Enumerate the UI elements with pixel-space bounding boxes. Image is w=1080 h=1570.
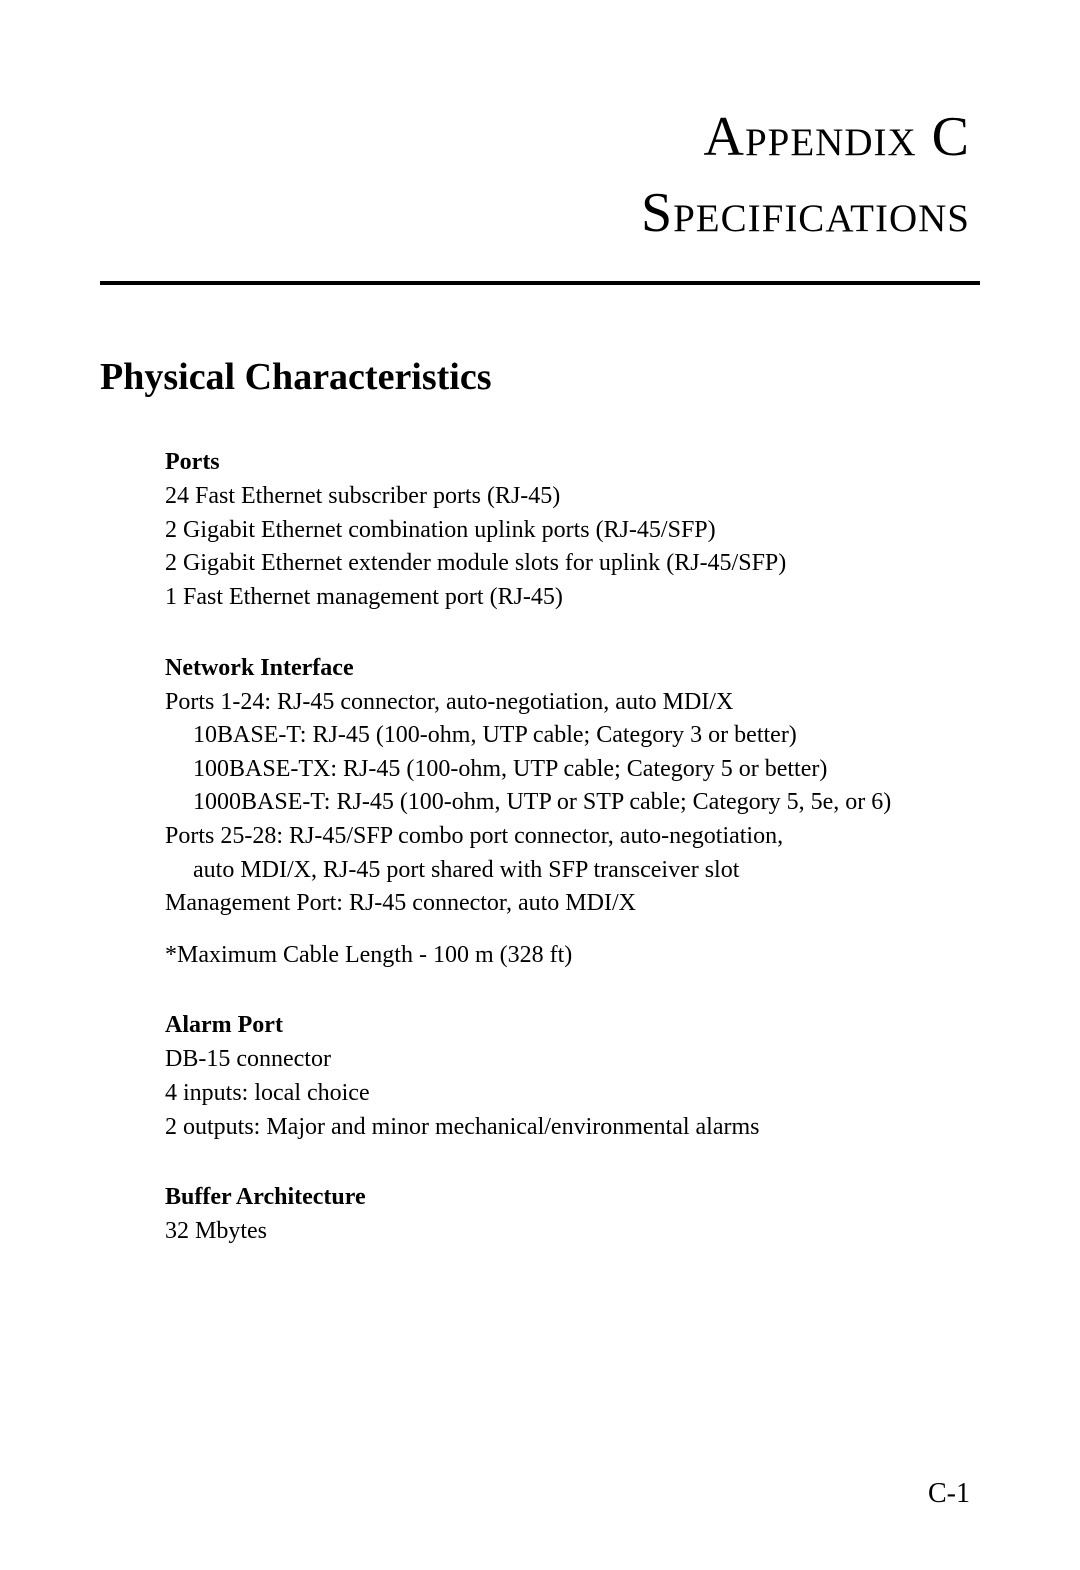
buffer-line1: 32 Mbytes xyxy=(165,1218,267,1244)
ports-heading: Ports xyxy=(165,449,980,476)
ni-indent3: 1000BASE-T: RJ-45 (100-ohm, UTP or STP c… xyxy=(165,786,980,820)
ap-line3: 2 outputs: Major and minor mechanical/en… xyxy=(165,1114,760,1140)
appendix-label: Appendix C xyxy=(100,100,970,176)
ports-line1: 24 Fast Ethernet subscriber ports (RJ-45… xyxy=(165,483,560,509)
appendix-header: Appendix C Specifications xyxy=(100,100,980,251)
ports-line3: 2 Gigabit Ethernet extender module slots… xyxy=(165,550,786,576)
appendix-title: Specifications xyxy=(100,176,970,252)
alarm-port-subsection: Alarm Port DB-15 connector 4 inputs: loc… xyxy=(165,1012,980,1144)
ports-line4: 1 Fast Ethernet management port (RJ-45) xyxy=(165,584,563,610)
ni-note: *Maximum Cable Length - 100 m (328 ft) xyxy=(165,939,980,973)
page-number: C-1 xyxy=(928,1478,970,1510)
ni-line3: Management Port: RJ-45 connector, auto M… xyxy=(165,890,636,916)
alarm-port-body: DB-15 connector 4 inputs: local choice 2… xyxy=(165,1043,980,1144)
network-interface-subsection: Network Interface Ports 1-24: RJ-45 conn… xyxy=(165,655,980,973)
ports-line2: 2 Gigabit Ethernet combination uplink po… xyxy=(165,517,716,543)
ports-body: 24 Fast Ethernet subscriber ports (RJ-45… xyxy=(165,480,980,614)
alarm-port-heading: Alarm Port xyxy=(165,1012,980,1039)
buffer-heading: Buffer Architecture xyxy=(165,1184,980,1211)
network-interface-heading: Network Interface xyxy=(165,655,980,682)
ni-line1: Ports 1-24: RJ-45 connector, auto-negoti… xyxy=(165,689,733,715)
buffer-body: 32 Mbytes xyxy=(165,1215,980,1249)
ports-subsection: Ports 24 Fast Ethernet subscriber ports … xyxy=(165,449,980,614)
ni-indent2: 100BASE-TX: RJ-45 (100-ohm, UTP cable; C… xyxy=(165,753,980,787)
section-title: Physical Characteristics xyxy=(100,355,980,399)
buffer-subsection: Buffer Architecture 32 Mbytes xyxy=(165,1184,980,1249)
header-rule xyxy=(100,281,980,285)
network-interface-body: Ports 1-24: RJ-45 connector, auto-negoti… xyxy=(165,686,980,921)
ap-line1: DB-15 connector xyxy=(165,1046,331,1072)
ap-line2: 4 inputs: local choice xyxy=(165,1080,370,1106)
ni-indent1: 10BASE-T: RJ-45 (100-ohm, UTP cable; Cat… xyxy=(165,719,980,753)
ni-indent4: auto MDI/X, RJ-45 port shared with SFP t… xyxy=(165,854,980,888)
ni-line2: Ports 25-28: RJ-45/SFP combo port connec… xyxy=(165,823,783,849)
